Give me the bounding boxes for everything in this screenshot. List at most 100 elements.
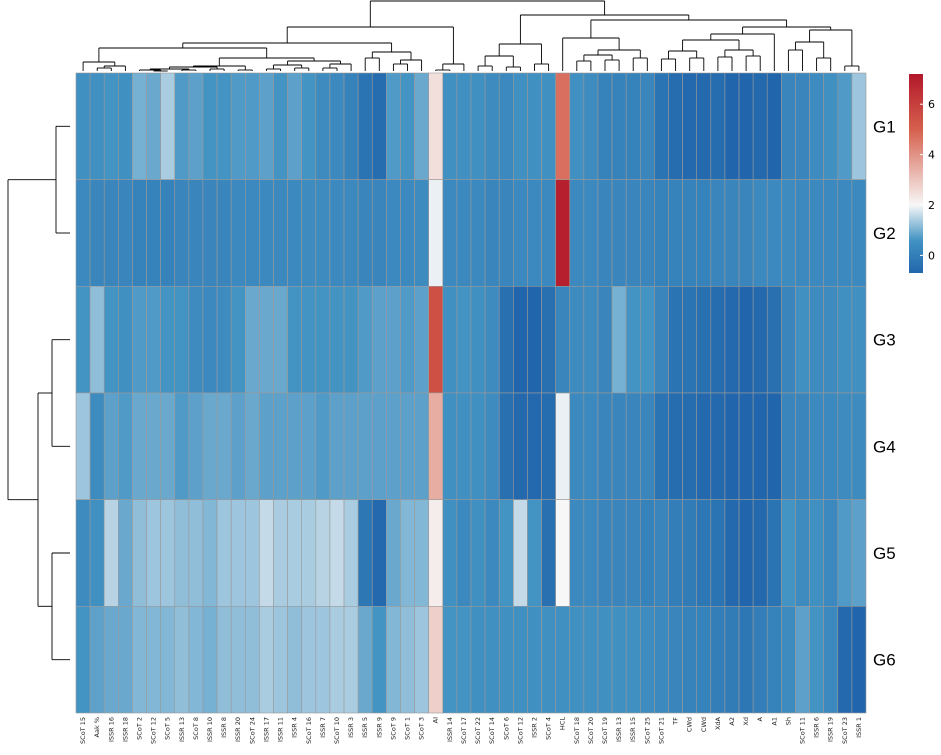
heatmap-cell-G5-36 <box>569 499 585 607</box>
column-label-12: ISSR 20 <box>234 717 242 742</box>
heatmap-cell-G3-36 <box>569 286 585 394</box>
heatmap-cell-G6-54 <box>823 606 839 714</box>
heatmap-cell-G5-45 <box>696 499 712 607</box>
heatmap-cell-G2-56 <box>851 179 867 287</box>
heatmap-cell-G1-27 <box>442 72 458 180</box>
heatmap-cell-G3-22 <box>371 286 387 394</box>
heatmap-cell-G1-7 <box>160 72 176 180</box>
row-label-G4: G4 <box>873 437 896 456</box>
column-label-6: SCoT 12 <box>150 717 158 744</box>
heatmap-cell-G3-34 <box>541 286 556 394</box>
heatmap-cell-G3-55 <box>837 286 853 394</box>
heatmap-cell-G3-2 <box>89 286 105 394</box>
heatmap-cell-G1-15 <box>273 72 288 180</box>
heatmap-cell-G2-47 <box>724 179 740 287</box>
column-label-33: ISSR 2 <box>531 717 539 738</box>
heatmap-cell-G2-16 <box>287 179 303 287</box>
heatmap-cell-G5-34 <box>541 499 556 607</box>
heatmap-cell-G1-47 <box>724 72 740 180</box>
column-label-51: Sh <box>784 717 792 725</box>
heatmap-cell-G6-13 <box>244 606 260 714</box>
heatmap-cell-G5-3 <box>103 499 119 607</box>
heatmap-cell-G5-5 <box>132 499 147 607</box>
heatmap-cell-G2-1 <box>75 179 91 287</box>
column-label-26: AI <box>432 717 440 723</box>
heatmap-cell-G4-17 <box>301 392 317 500</box>
heatmap-cell-G4-20 <box>343 392 359 500</box>
heatmap-cell-G1-1 <box>75 72 91 180</box>
heatmap-cell-G1-19 <box>329 72 345 180</box>
heatmap-cell-G2-41 <box>639 179 655 287</box>
heatmap-cell-G6-44 <box>682 606 698 714</box>
heatmap-cell-G5-8 <box>174 499 190 607</box>
heatmap-cell-G6-15 <box>273 606 288 714</box>
heatmap-cell-G4-42 <box>654 392 669 500</box>
heatmap-cell-G2-29 <box>470 179 486 287</box>
column-label-42: SCoT 21 <box>657 717 665 744</box>
heatmap-cell-G5-49 <box>752 499 768 607</box>
heatmap-cell-G4-12 <box>230 392 246 500</box>
column-label-19: SCoT 10 <box>333 717 341 744</box>
heatmap-cell-G2-49 <box>752 179 768 287</box>
column-label-37: SCoT 20 <box>587 717 595 744</box>
column-label-30: SCoT 14 <box>488 717 496 744</box>
heatmap-cell-G5-27 <box>442 499 458 607</box>
heatmap-cell-G3-28 <box>456 286 472 394</box>
heatmap-cell-G4-22 <box>371 392 387 500</box>
heatmap-cell-G1-55 <box>837 72 853 180</box>
heatmap-cell-G6-6 <box>146 606 161 714</box>
heatmap-cell-G3-27 <box>442 286 458 394</box>
heatmap-cell-G3-40 <box>625 286 641 394</box>
heatmap-cell-G5-42 <box>654 499 669 607</box>
column-label-29: SCoT 22 <box>474 717 482 744</box>
heatmap-cell-G5-1 <box>75 499 91 607</box>
heatmap-cell-G2-11 <box>216 179 232 287</box>
column-label-44: CWd <box>686 717 694 732</box>
heatmap-cell-G5-20 <box>343 499 359 607</box>
heatmap-cell-G2-14 <box>259 179 274 287</box>
heatmap-cell-G1-20 <box>343 72 359 180</box>
column-label-53: ISSR 6 <box>813 717 821 738</box>
heatmap-cell-G2-15 <box>273 179 288 287</box>
colorbar-tick-label-0: 0 <box>928 249 935 262</box>
heatmap-cell-G1-11 <box>216 72 232 180</box>
heatmap-cell-G5-16 <box>287 499 303 607</box>
column-label-40: ISSR 15 <box>629 717 637 742</box>
heatmap-cell-G5-14 <box>259 499 274 607</box>
heatmap-cell-G4-38 <box>597 392 613 500</box>
heatmap-cell-G1-23 <box>386 72 401 180</box>
heatmap-cell-G2-55 <box>837 179 853 287</box>
heatmap-cell-G5-26 <box>428 499 444 607</box>
heatmap-cell-G3-43 <box>668 286 683 394</box>
column-label-43: TF <box>672 717 680 726</box>
heatmap-cell-G1-46 <box>710 72 726 180</box>
heatmap-cell-G1-40 <box>625 72 641 180</box>
heatmap-cell-G1-35 <box>555 72 571 180</box>
column-labels: SCoT 15 Aak % ISSR 16 ISSR 18 SCoT 2 SCoT 12 S… <box>79 716 863 744</box>
column-label-32: SCoT 12 <box>516 717 524 744</box>
heatmap-cell-G6-22 <box>371 606 387 714</box>
heatmap-cell-G6-49 <box>752 606 768 714</box>
heatmap-cell-G3-45 <box>696 286 712 394</box>
column-label-35: HCL <box>559 717 567 730</box>
heatmap-cell-G6-29 <box>470 606 486 714</box>
heatmap-cell-G2-4 <box>118 179 133 287</box>
heatmap-cell-G4-4 <box>118 392 133 500</box>
heatmap-cell-G3-53 <box>809 286 824 394</box>
heatmap-cell-G4-55 <box>837 392 853 500</box>
column-label-13: SCoT 24 <box>248 717 256 744</box>
heatmap-cell-G5-56 <box>851 499 867 607</box>
heatmap-cell-G5-4 <box>118 499 133 607</box>
heatmap-cell-G6-27 <box>442 606 458 714</box>
heatmap-cell-G1-51 <box>781 72 796 180</box>
heatmap-cell-G4-39 <box>611 392 627 500</box>
column-label-18: ISSR 7 <box>319 717 327 738</box>
heatmap-cell-G2-26 <box>428 179 444 287</box>
heatmap-cell-G3-25 <box>414 286 429 394</box>
heatmap-cell-G3-9 <box>188 286 204 394</box>
heatmap-cell-G1-26 <box>428 72 444 180</box>
column-label-38: SCoT 19 <box>601 717 609 744</box>
heatmap-cell-G5-7 <box>160 499 176 607</box>
heatmap-cell-G2-44 <box>682 179 698 287</box>
heatmap-cell-G3-16 <box>287 286 303 394</box>
